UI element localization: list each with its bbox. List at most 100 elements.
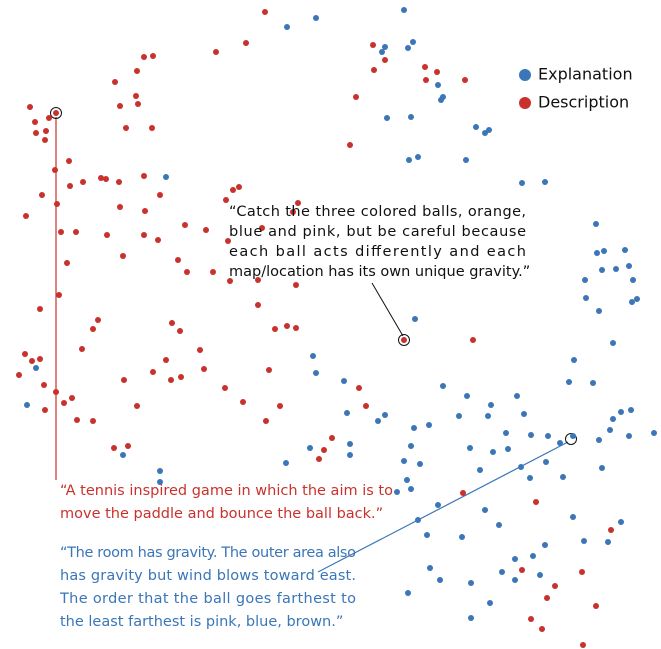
point xyxy=(415,154,421,160)
point xyxy=(266,367,272,373)
point xyxy=(404,477,410,483)
point xyxy=(163,174,169,180)
callout-line xyxy=(317,441,569,573)
point xyxy=(464,393,470,399)
point xyxy=(347,441,353,447)
point xyxy=(90,326,96,332)
point xyxy=(424,532,430,538)
point xyxy=(456,413,462,419)
point xyxy=(255,302,261,308)
point xyxy=(375,418,381,424)
point xyxy=(437,577,443,583)
point xyxy=(379,49,385,55)
point xyxy=(382,44,388,50)
annotation-text: “A tennis inspired game in which the aim… xyxy=(60,483,393,499)
point xyxy=(468,580,474,586)
point xyxy=(341,378,347,384)
point xyxy=(528,616,534,622)
point xyxy=(283,460,289,466)
point xyxy=(69,395,75,401)
point xyxy=(405,45,411,51)
point xyxy=(468,615,474,621)
point xyxy=(23,213,29,219)
point xyxy=(293,282,299,288)
point xyxy=(46,115,52,121)
point xyxy=(307,445,313,451)
point xyxy=(236,184,242,190)
point xyxy=(117,204,123,210)
point xyxy=(543,459,549,465)
highlight-ring xyxy=(50,107,62,119)
point xyxy=(539,626,545,632)
point xyxy=(230,187,236,193)
point xyxy=(203,227,209,233)
point xyxy=(370,42,376,48)
point xyxy=(363,403,369,409)
point xyxy=(382,57,388,63)
point xyxy=(37,306,43,312)
point xyxy=(583,295,589,301)
point xyxy=(16,372,22,378)
point xyxy=(33,130,39,136)
point xyxy=(295,200,301,206)
highlight-ring xyxy=(398,334,410,346)
point xyxy=(184,269,190,275)
point xyxy=(544,595,550,601)
point xyxy=(263,418,269,424)
annotation-text: each ball acts differently and each xyxy=(229,244,526,260)
point xyxy=(514,393,520,399)
point xyxy=(243,40,249,46)
point xyxy=(222,385,228,391)
legend-label: Description xyxy=(538,93,629,112)
point xyxy=(111,445,117,451)
point xyxy=(628,407,634,413)
point xyxy=(150,53,156,59)
point xyxy=(157,468,163,474)
point xyxy=(52,167,58,173)
point xyxy=(197,347,203,353)
point xyxy=(142,208,148,214)
point xyxy=(473,124,479,130)
point xyxy=(459,534,465,540)
point xyxy=(42,137,48,143)
point xyxy=(141,173,147,179)
point xyxy=(90,418,96,424)
point xyxy=(423,77,429,83)
point xyxy=(240,399,246,405)
point xyxy=(201,366,207,372)
point xyxy=(401,337,407,343)
point xyxy=(417,461,423,467)
point xyxy=(490,449,496,455)
point xyxy=(626,433,632,439)
point xyxy=(39,192,45,198)
point xyxy=(210,269,216,275)
point xyxy=(415,517,421,523)
point xyxy=(121,377,127,383)
point xyxy=(277,403,283,409)
point xyxy=(356,385,362,391)
point xyxy=(537,572,543,578)
point xyxy=(213,49,219,55)
point xyxy=(284,323,290,329)
point xyxy=(123,125,129,131)
point xyxy=(103,176,109,182)
point xyxy=(519,180,525,186)
point xyxy=(95,317,101,323)
point xyxy=(150,369,156,375)
point xyxy=(313,15,319,21)
point xyxy=(22,351,28,357)
point xyxy=(135,101,141,107)
annotation-text: blue and pink, but be careful because xyxy=(229,224,526,240)
point xyxy=(384,115,390,121)
point xyxy=(371,67,377,73)
point xyxy=(67,183,73,189)
annotation-text: “The room has gravity. The outer area al… xyxy=(60,545,356,561)
point xyxy=(73,229,79,235)
point xyxy=(37,356,43,362)
point xyxy=(434,69,440,75)
point xyxy=(596,437,602,443)
point xyxy=(467,445,473,451)
point xyxy=(426,422,432,428)
point xyxy=(61,400,67,406)
point xyxy=(477,467,483,473)
